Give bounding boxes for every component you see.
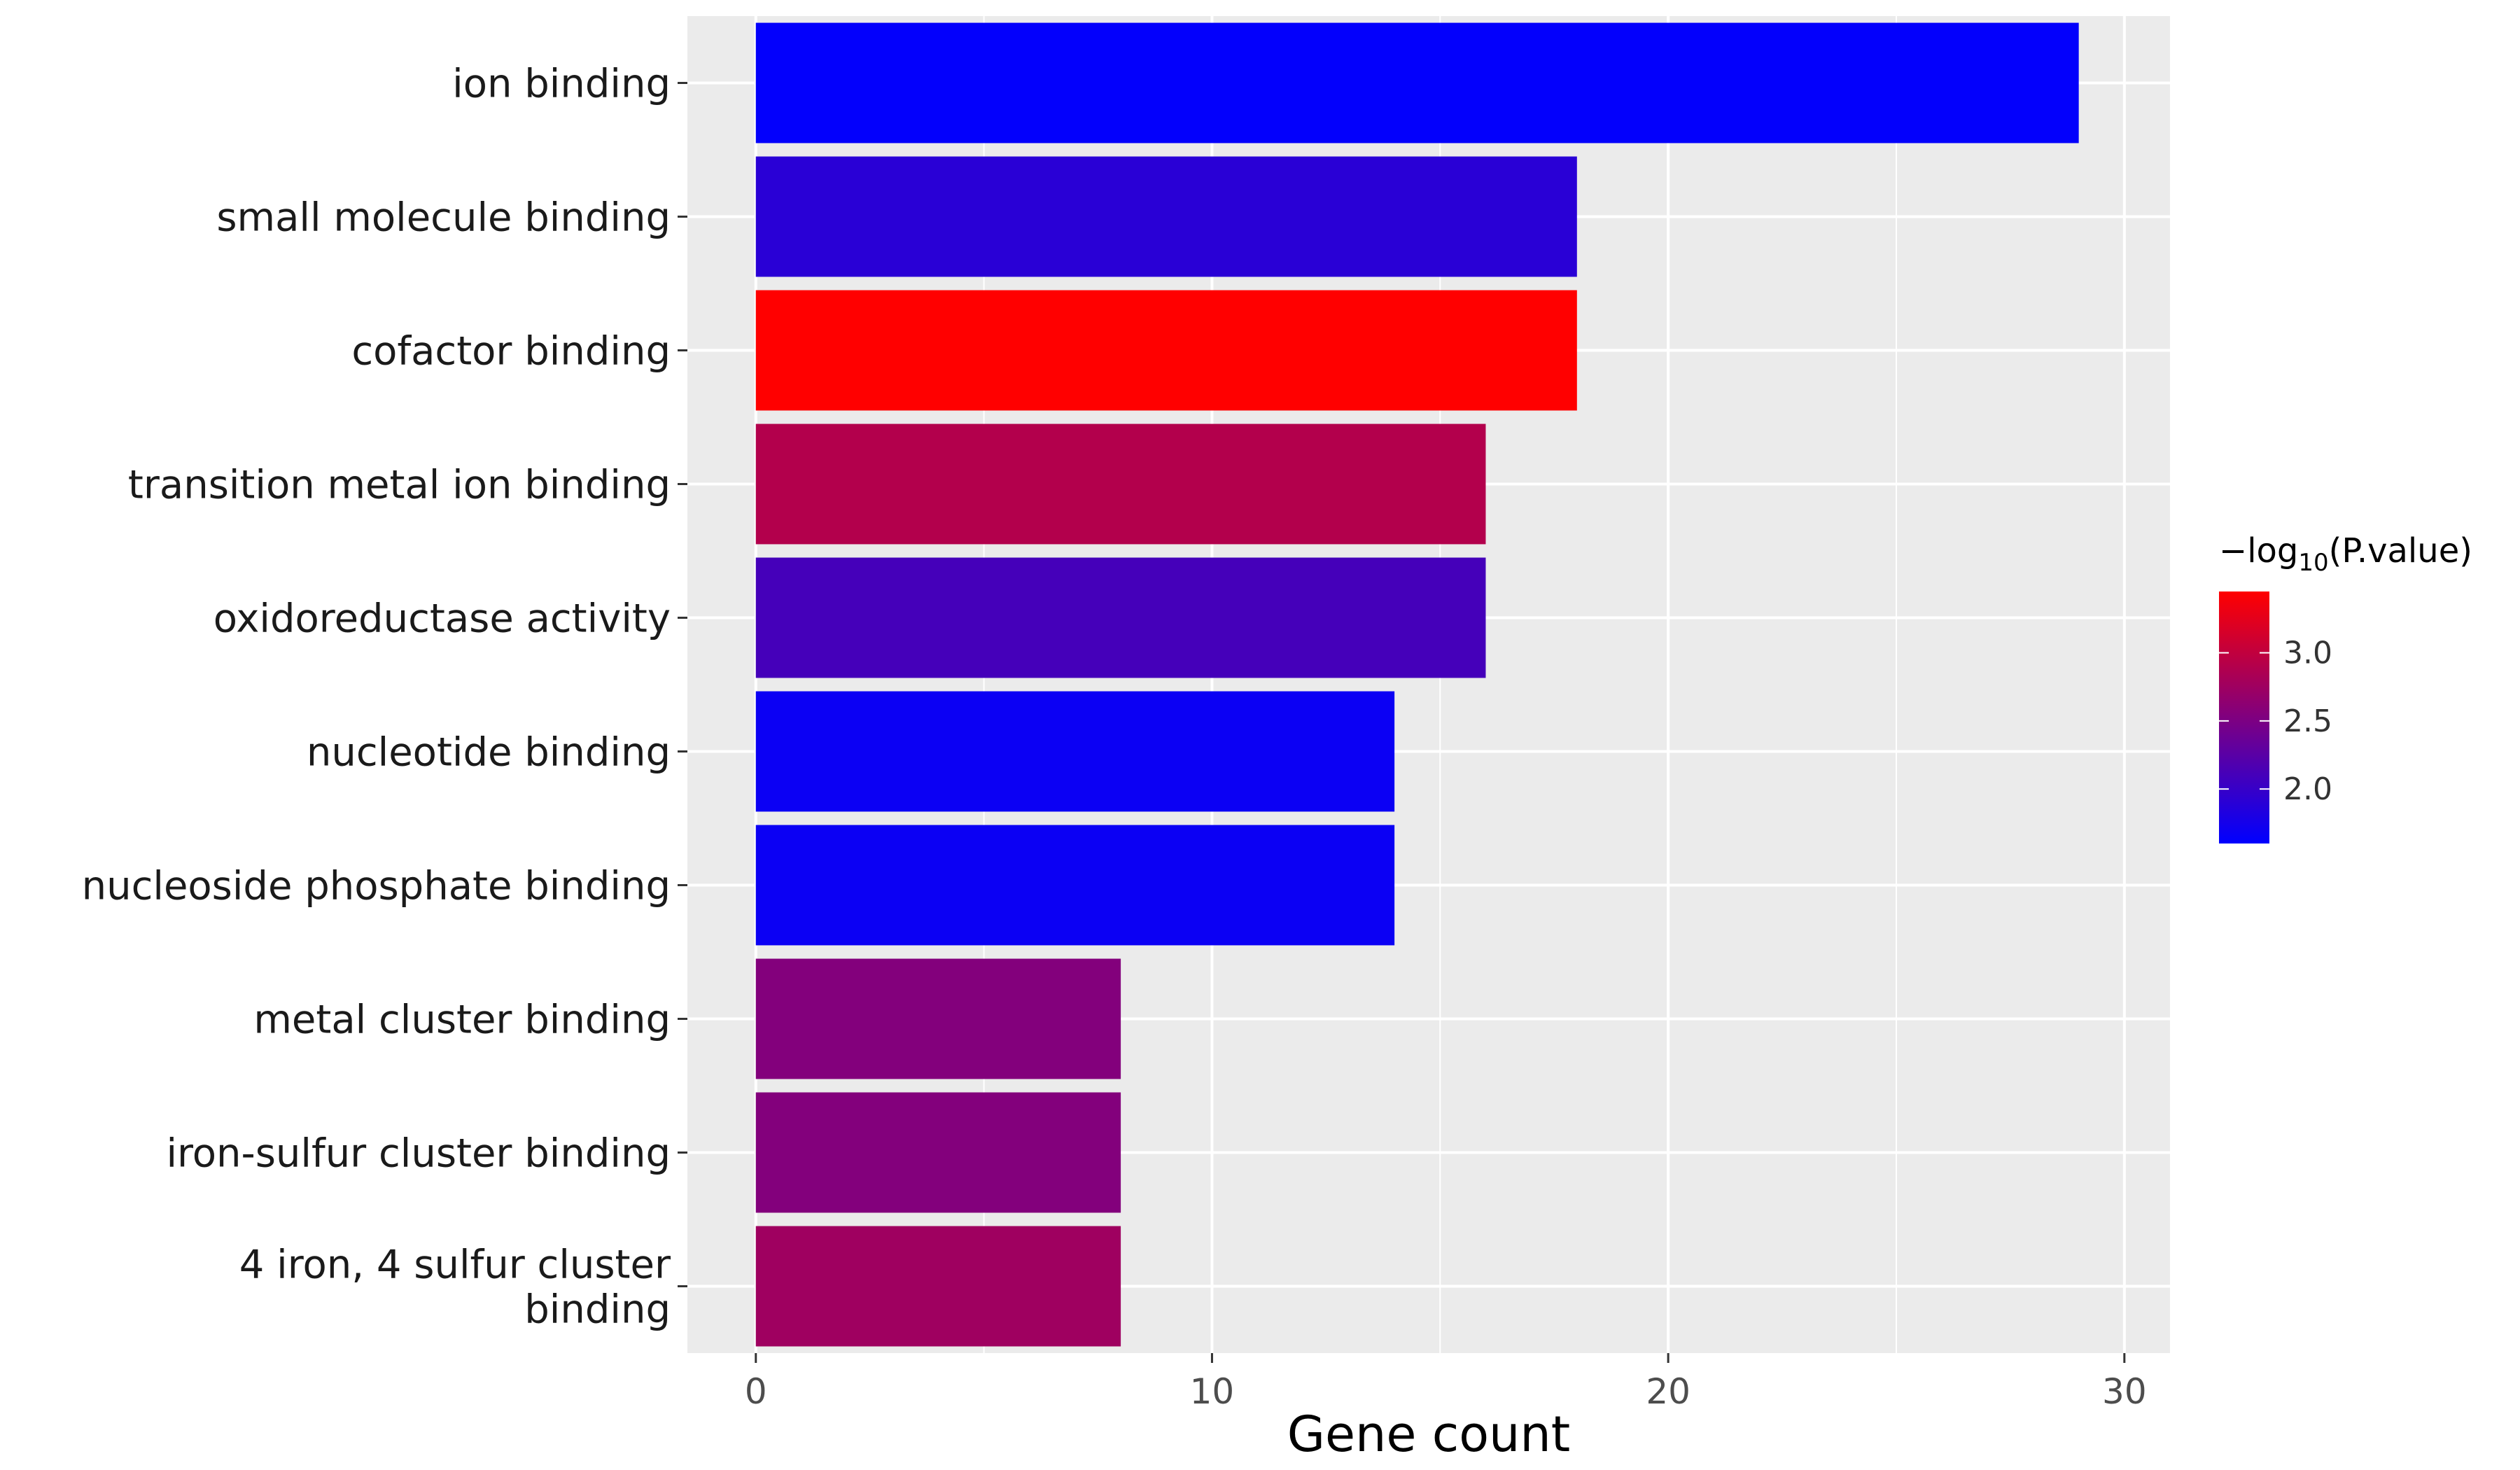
- y-tick-label: metal cluster binding: [253, 997, 671, 1043]
- y-tick-label: cofactor binding: [351, 329, 671, 374]
- bars: [755, 22, 2079, 1347]
- bar: [755, 156, 1577, 277]
- y-tick-label: 4 iron, 4 sulfur cluster: [239, 1242, 671, 1288]
- bar: [755, 1092, 1121, 1213]
- y-tick-label: nucleoside phosphate binding: [82, 864, 671, 909]
- bar: [755, 1226, 1121, 1347]
- legend-colorbar: [2219, 592, 2269, 844]
- y-tick-label: iron-sulfur cluster binding: [166, 1131, 671, 1177]
- x-tick-label: 0: [745, 1371, 767, 1412]
- bar: [755, 825, 1395, 946]
- y-tick-label: binding: [524, 1287, 671, 1333]
- y-tick-label: transition metal ion binding: [128, 463, 671, 508]
- bar: [755, 557, 1486, 678]
- legend-ticks: 2.0 2.5 3.0: [2219, 636, 2332, 807]
- bar: [755, 958, 1121, 1079]
- x-tick-label: 20: [1646, 1371, 1690, 1412]
- x-tick-label: 30: [2102, 1371, 2147, 1412]
- legend-title-subscript: 10: [2298, 549, 2328, 577]
- legend-title-suffix: (P.value): [2329, 531, 2472, 570]
- y-tick-label: oxidoreductase activity: [214, 596, 671, 642]
- bar: [755, 424, 1486, 545]
- bar: [755, 22, 2079, 144]
- bar: [755, 290, 1577, 411]
- legend-tick-label: 3.0: [2283, 636, 2332, 671]
- legend-tick-label: 2.0: [2283, 771, 2332, 807]
- x-axis-title: Gene count: [1287, 1406, 1570, 1463]
- legend-title: −log10(P.value): [2219, 531, 2472, 577]
- x-axis: 0 10 20 30: [745, 1353, 2147, 1412]
- y-tick-label: small molecule binding: [216, 195, 671, 241]
- y-tick-label: ion binding: [452, 62, 671, 107]
- color-legend: −log10(P.value) 2.0 2.5 3.0: [2219, 531, 2472, 844]
- x-tick-label: 10: [1190, 1371, 1235, 1412]
- y-tick-label: nucleotide binding: [307, 730, 671, 776]
- y-axis: ion binding small molecule binding cofacto…: [82, 62, 687, 1333]
- legend-title-prefix: −log: [2219, 531, 2298, 570]
- legend-tick-label: 2.5: [2283, 704, 2332, 739]
- bar: [755, 691, 1395, 812]
